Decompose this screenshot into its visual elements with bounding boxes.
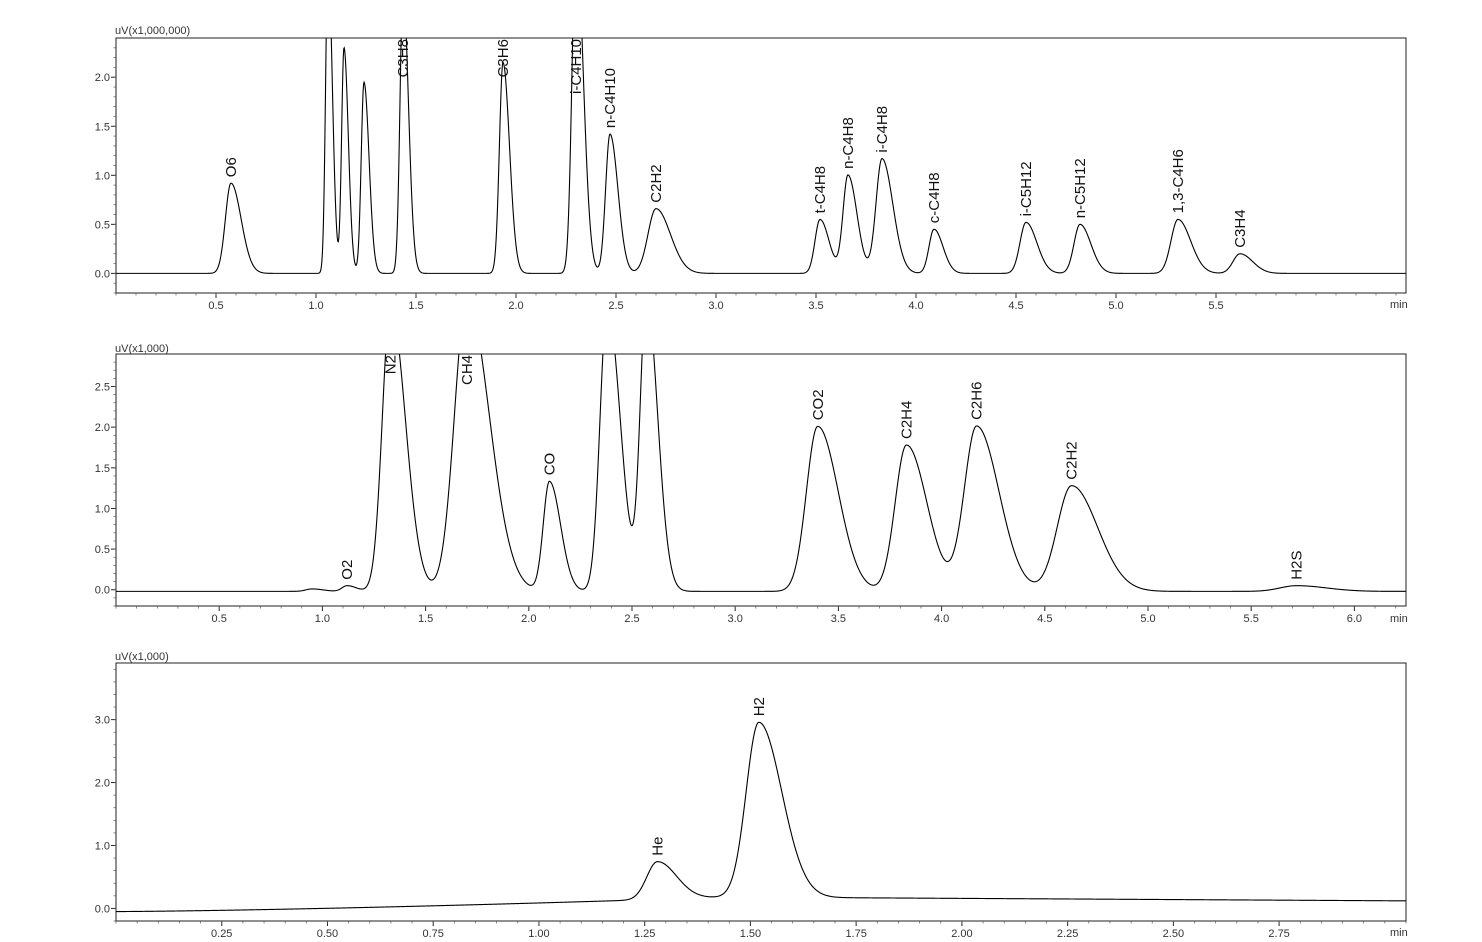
x-tick-label: 1.5 [408,300,423,312]
x-tick-label: 0.75 [423,928,444,940]
peak-label: C2H6 [969,382,986,420]
x-tick-label: 2.5 [608,300,623,312]
peak-label: C2H2 [648,164,665,202]
peak-label: N2 [383,355,400,374]
panel-2-frame [115,353,1407,607]
y-tick-label: 3.0 [95,715,110,727]
peak-label: C3H8 [395,39,412,77]
panel-3-y-unit: uV(x1,000) [115,651,169,663]
y-tick-label: 0.5 [95,544,110,556]
panel-3-x-unit: min [1390,927,1408,939]
peak-label: CH4 [459,355,476,385]
x-tick-label: 5.0 [1140,613,1155,625]
x-tick-label: 2.25 [1057,928,1078,940]
peak-label: C2H2 [1064,441,1081,479]
x-tick-label: 1.00 [528,928,549,940]
x-tick-label: 1.25 [634,928,655,940]
x-tick-label: 3.5 [808,300,823,312]
peak-label: n-C4H10 [602,68,619,128]
x-tick-label: 3.0 [728,613,743,625]
x-tick-label: 2.0 [521,613,536,625]
x-tick-label: 5.5 [1208,300,1223,312]
x-tick-label: 2.50 [1163,928,1184,940]
x-tick-label: 1.5 [418,613,433,625]
x-tick-label: 2.0 [508,300,523,312]
panel-1-y-unit: uV(x1,000,000) [115,25,190,37]
y-tick-label: 0.0 [95,903,110,915]
x-tick-label: 0.5 [212,613,227,625]
peak-label: C3H4 [1232,209,1249,247]
y-tick-label: 1.0 [95,170,110,182]
panel-1-trace [116,38,1406,274]
panel-3-frame [115,662,1407,922]
panel-1-x-unit: min [1390,299,1408,311]
x-tick-label: 0.5 [208,300,223,312]
peak-label: H2S [1289,551,1306,580]
x-tick-label: 4.5 [1037,613,1052,625]
x-tick-label: 4.0 [934,613,949,625]
x-tick-label: 0.25 [211,928,232,940]
x-tick-label: 2.00 [951,928,972,940]
y-tick-label: 1.5 [95,463,110,475]
panel-1: uV(x1,000,000) min 0.5 1.0 1.5 2.0 2.5 3.0 3.5… [95,25,1408,312]
peak-label: n-C4H8 [840,117,857,169]
x-tick-label: 2.75 [1268,928,1289,940]
y-tick-label: 0.0 [95,585,110,597]
y-tick-label: 2.5 [95,382,110,394]
y-tick-label: 0.0 [95,268,110,280]
panel-1-frame [115,37,1407,294]
peak-label: i-C4H8 [874,106,891,153]
y-tick-label: 1.0 [95,503,110,515]
peak-label: CO2 [810,389,827,420]
panel-2-x-unit: min [1390,613,1408,625]
peak-label: O6 [223,157,240,177]
panel-3: uV(x1,000) min 0.25 0.50 0.75 1.00 1.25 1.50 1… [95,651,1408,940]
peak-label: CO [541,453,558,476]
x-tick-label: 3.0 [708,300,723,312]
peak-label: c-C4H8 [926,172,943,223]
x-tick-label: 4.0 [908,300,923,312]
peak-label: t-C4H8 [812,166,829,214]
x-tick-label: 2.5 [624,613,639,625]
panel-2-y-unit: uV(x1,000) [115,343,169,355]
y-tick-label: 1.0 [95,840,110,852]
y-tick-label: 2.0 [95,72,110,84]
x-tick-label: 5.0 [1108,300,1123,312]
x-tick-label: 1.50 [740,928,761,940]
peak-label: He [649,837,666,856]
y-tick-label: 2.0 [95,422,110,434]
peak-label: O2 [339,560,356,580]
peak-label: n-C5H12 [1072,158,1089,218]
peak-label: i-C5H12 [1018,161,1035,216]
x-tick-label: 5.5 [1244,613,1259,625]
y-tick-label: 2.0 [95,778,110,790]
x-tick-label: 3.5 [831,613,846,625]
peak-label: C2H4 [899,401,916,439]
panel-2-trace [116,354,1406,592]
peak-label: 1,3-C4H6 [1170,149,1187,213]
y-tick-label: 1.5 [95,121,110,133]
x-tick-label: 1.0 [315,613,330,625]
x-tick-label: 1.75 [845,928,866,940]
panel-3-trace [116,721,1406,913]
y-tick-label: 0.5 [95,219,110,231]
peak-label: H2 [751,697,768,716]
x-tick-label: 0.50 [317,928,338,940]
x-tick-label: 1.0 [308,300,323,312]
x-tick-label: 6.0 [1347,613,1362,625]
panel-2: uV(x1,000) min 0.5 1.0 1.5 2.0 2.5 3.0 3.5 4.0 4… [95,343,1408,625]
peak-label: C3H6 [495,39,512,77]
x-tick-label: 4.5 [1008,300,1023,312]
peak-label: i-C4H10 [568,39,585,94]
